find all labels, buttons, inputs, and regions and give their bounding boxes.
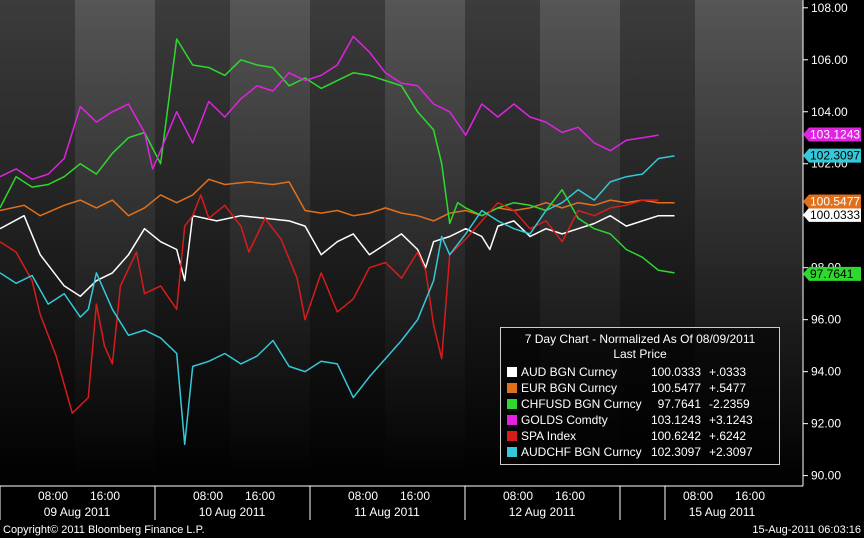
band-dark xyxy=(0,0,75,486)
series-line xyxy=(0,35,659,181)
legend-row: EUR BGN Curncy 100.5477 +.5477 xyxy=(501,380,779,396)
legend-change: +.0333 xyxy=(709,365,747,379)
x-time-label: 16:00 xyxy=(400,489,430,503)
x-time-label: 08:00 xyxy=(683,489,713,503)
legend-row: GOLDS Comdty 103.1243 +3.1243 xyxy=(501,412,779,428)
tag-background xyxy=(803,266,861,281)
last-price-tag: 100.0333 xyxy=(803,207,861,222)
legend-change: +3.1243 xyxy=(709,413,753,427)
legend-last-price: 103.1243 xyxy=(650,413,701,427)
legend-swatch xyxy=(507,367,517,377)
x-day-label: 09 Aug 2011 xyxy=(44,505,111,519)
x-day-label: 15 Aug 2011 xyxy=(689,505,756,519)
legend-last-price: 100.5477 xyxy=(650,381,701,395)
legend-swatch xyxy=(507,399,517,409)
legend-swatch xyxy=(507,431,517,441)
y-tick-label: 108.00 xyxy=(811,1,848,15)
legend-change: +2.3097 xyxy=(709,445,753,459)
tag-value: 97.7641 xyxy=(810,267,854,281)
tag-value: 100.0333 xyxy=(810,208,860,222)
legend-series-name: CHFUSD BGN Curncy xyxy=(521,397,642,411)
y-tick-label: 90.00 xyxy=(811,469,841,483)
x-time-label: 16:00 xyxy=(90,489,120,503)
legend-row: AUD BGN Curncy 100.0333 +.0333 xyxy=(501,364,779,380)
x-day-label: 12 Aug 2011 xyxy=(509,505,576,519)
tag-value: 100.5477 xyxy=(810,194,860,208)
y-tick-label: 96.00 xyxy=(811,313,841,327)
x-time-label: 08:00 xyxy=(348,489,378,503)
last-price-tag: 102.3097 xyxy=(803,148,861,163)
legend-change: +.6242 xyxy=(709,429,747,443)
tag-value: 103.1243 xyxy=(810,128,860,142)
legend-series-name: GOLDS Comdty xyxy=(521,413,608,427)
y-axis: 108.00106.00104.00102.00100.0098.0096.00… xyxy=(803,1,848,483)
legend-series-name: SPA Index xyxy=(521,429,577,443)
legend-rows: AUD BGN Curncy 100.0333 +.0333 EUR BGN Curn… xyxy=(501,364,779,460)
y-tick-label: 92.00 xyxy=(811,417,841,431)
series-line xyxy=(0,38,675,274)
band-light xyxy=(230,0,310,486)
legend-last-price: 97.7641 xyxy=(657,397,701,411)
series-line xyxy=(0,155,675,446)
tag-background xyxy=(803,148,861,163)
timestamp-text: 15-Aug-2011 06:03:16 xyxy=(752,524,861,536)
legend-swatch xyxy=(507,447,517,457)
x-time-label: 08:00 xyxy=(193,489,223,503)
band-dark xyxy=(155,0,230,486)
copyright-text: Copyright© 2011 Bloomberg Finance L.P. xyxy=(3,524,205,536)
x-time-label: 16:00 xyxy=(735,489,765,503)
series-line xyxy=(0,194,659,414)
legend-subtitle: Last Price xyxy=(613,347,667,361)
legend-last-price: 102.3097 xyxy=(650,445,701,459)
x-day-label: 10 Aug 2011 xyxy=(199,505,266,519)
legend-swatch xyxy=(507,415,517,425)
series-layer xyxy=(0,35,675,446)
legend-change: +.5477 xyxy=(709,381,747,395)
tag-background xyxy=(803,194,861,209)
legend: 7 Day Chart - Normalized As Of 08/09/201… xyxy=(500,327,780,465)
legend-series-name: EUR BGN Curncy xyxy=(521,381,618,395)
legend-row: CHFUSD BGN Curncy 97.7641 -2.2359 xyxy=(501,396,779,412)
x-day-label: 11 Aug 2011 xyxy=(354,505,420,519)
tag-value: 102.3097 xyxy=(810,149,860,163)
legend-change: -2.2359 xyxy=(709,397,750,411)
last-price-tag: 103.1243 xyxy=(803,127,861,142)
y-tick-label: 104.00 xyxy=(811,105,848,119)
x-time-label: 08:00 xyxy=(38,489,68,503)
legend-series-name: AUD BGN Curncy xyxy=(521,365,618,379)
legend-row: AUDCHF BGN Curncy 102.3097 +2.3097 xyxy=(501,444,779,460)
legend-swatch xyxy=(507,383,517,393)
legend-series-name: AUDCHF BGN Curncy xyxy=(521,445,642,459)
y-tick-label: 106.00 xyxy=(811,53,848,67)
tag-background xyxy=(803,127,861,142)
x-time-label: 16:00 xyxy=(555,489,585,503)
last-price-tag: 100.5477 xyxy=(803,194,861,209)
legend-title: 7 Day Chart - Normalized As Of 08/09/201… xyxy=(524,332,756,346)
band-light xyxy=(75,0,155,486)
legend-row: SPA Index 100.6242 +.6242 xyxy=(501,428,779,444)
legend-last-price: 100.6242 xyxy=(650,429,701,443)
tag-background xyxy=(803,207,861,222)
legend-last-price: 100.0333 xyxy=(650,365,701,379)
band-dark xyxy=(310,0,385,486)
x-axis: 08:00 16:00 08:00 16:00 08:00 16:00 08:00 16:00… xyxy=(0,486,765,520)
last-price-tag: 97.7641 xyxy=(803,266,861,281)
x-time-label: 08:00 xyxy=(503,489,533,503)
y-tick-label: 94.00 xyxy=(811,365,841,379)
series-line xyxy=(0,214,675,298)
band-light xyxy=(385,0,465,486)
series-line xyxy=(0,178,675,222)
x-time-label: 16:00 xyxy=(245,489,275,503)
